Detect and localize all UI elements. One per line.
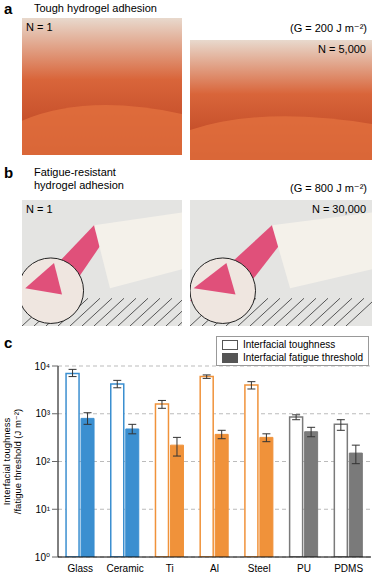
- html-text:Fatigue-resistant: Fatigue-resistant: [34, 166, 116, 178]
- html-text:N = 30,000: N = 30,000: [311, 203, 366, 215]
- svg-text:Ti: Ti: [166, 563, 174, 574]
- svg-text:Ceramic: Ceramic: [106, 563, 143, 574]
- html-text:b: b: [4, 164, 14, 181]
- svg-text:PDMS: PDMS: [334, 563, 363, 574]
- svg-text:Interfacial toughness: Interfacial toughness: [1, 417, 12, 505]
- svg-text:PU: PU: [297, 563, 311, 574]
- svg-text:10¹: 10¹: [36, 504, 51, 515]
- html-text:(G = 200 J m⁻²): (G = 200 J m⁻²): [290, 22, 367, 34]
- html-text:N = 1: N = 1: [26, 203, 53, 215]
- svg-text:10³: 10³: [36, 408, 51, 419]
- svg-text:10⁰: 10⁰: [35, 552, 50, 563]
- html-text:Tough hydrogel adhesion: Tough hydrogel adhesion: [34, 2, 157, 14]
- svg-text:10⁴: 10⁴: [35, 361, 50, 372]
- svg-text:Glass: Glass: [68, 563, 94, 574]
- html-text:N = 1: N = 1: [26, 21, 53, 33]
- svg-text:Steel: Steel: [248, 563, 271, 574]
- svg-text:10²: 10²: [36, 456, 51, 467]
- html-text:Interfacial toughness: Interfacial toughness: [242, 339, 336, 350]
- html-text:(G = 800 J m⁻²): (G = 800 J m⁻²): [290, 182, 367, 194]
- html-text:a: a: [4, 0, 13, 17]
- svg-text:/fatigue threshold (J m⁻²): /fatigue threshold (J m⁻²): [12, 409, 23, 514]
- html-text:N = 5,000: N = 5,000: [318, 43, 366, 55]
- html-text:c: c: [4, 334, 13, 351]
- svg-text:Al: Al: [210, 563, 219, 574]
- html-text:hydrogel adhesion: hydrogel adhesion: [34, 179, 124, 191]
- html-text:Interfacial fatigue threshold: Interfacial fatigue threshold: [242, 352, 363, 363]
